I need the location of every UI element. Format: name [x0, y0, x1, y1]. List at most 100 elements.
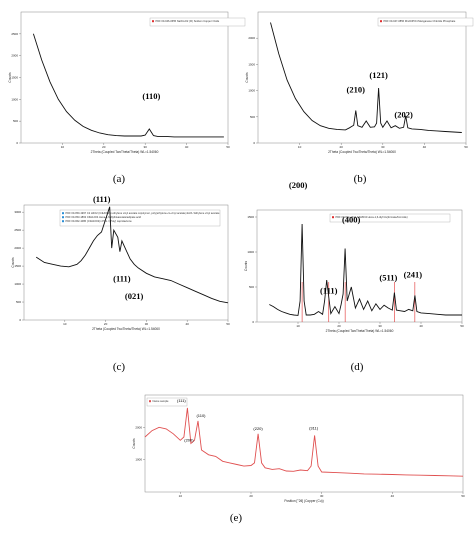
x-axis-label: Position [°2θ] (Copper (Cu)) — [284, 499, 323, 503]
x-axis-label: 2Theta (Coupled TwoTheta/Theta) WL=1.540… — [91, 150, 159, 154]
x-tick-label: 10 — [61, 145, 65, 149]
x-tick-label: 40 — [391, 494, 395, 498]
x-tick-label: 30 — [381, 145, 385, 149]
x-tick-label: 10 — [296, 324, 300, 328]
y-tick-label: 1500 — [11, 76, 18, 80]
x-axis-label: 2Theta (Coupled TwoTheta/Theta) WL=1.540… — [328, 150, 396, 154]
x-tick-label: 20 — [102, 145, 106, 149]
y-tick-label: 1000 — [14, 282, 21, 286]
chart-panel-c: 10 20 30 40 500500100015002000250030002Theta… — [11, 194, 230, 373]
peak-label: (210) — [347, 85, 366, 95]
x-tick-label: 10 — [179, 494, 183, 498]
data-series-line — [32, 33, 224, 138]
x-tick-label: 50 — [461, 494, 465, 498]
legend-box — [59, 209, 221, 227]
peak-label: (111) — [113, 274, 131, 284]
legend-box — [377, 17, 474, 27]
x-tick-label: 20 — [104, 322, 108, 326]
panel-caption: (b) — [354, 173, 367, 185]
y-tick-label: 2000 — [135, 425, 142, 429]
x-tick-label: 50 — [460, 324, 464, 328]
x-tick-label: 30 — [378, 324, 382, 328]
x-tick-label: 20 — [340, 145, 344, 149]
y-tick-label: 1500 — [247, 215, 254, 219]
y-tick-label: 500 — [250, 115, 255, 119]
x-tick-label: 40 — [419, 324, 423, 328]
plot-frame — [256, 209, 463, 323]
x-tick-label: 50 — [464, 145, 468, 149]
y-tick-label: 0 — [252, 320, 254, 324]
peak-label: (220) — [253, 426, 263, 431]
y-tick-label: 1000 — [135, 458, 142, 462]
x-tick-label: 30 — [320, 494, 324, 498]
y-tick-label: 500 — [249, 285, 254, 289]
y-tick-label: 0 — [19, 318, 21, 322]
legend-entry: PDF 00-046-0655 Na3CuO2 (III) Sodium Cop… — [156, 19, 220, 23]
legend-box — [149, 17, 246, 27]
x-tick-label: 20 — [249, 494, 253, 498]
y-tick-label: 2500 — [14, 228, 21, 232]
x-tick-label: 40 — [423, 145, 427, 149]
y-tick-label: 0 — [16, 141, 18, 145]
panel-caption: (c) — [113, 361, 126, 373]
legend-entry: PDF 00-050-1997 C2 H4O2 (C4H6O2)n ethyle… — [66, 211, 220, 215]
y-tick-label: 3000 — [14, 210, 21, 214]
data-series-line — [35, 206, 229, 304]
data-series-line — [269, 223, 462, 316]
x-tick-label: 50 — [226, 145, 230, 149]
y-axis-label: Counts — [8, 72, 12, 83]
peak-label: (241) — [404, 269, 423, 279]
legend-box — [146, 397, 188, 407]
y-tick-label: 500 — [13, 119, 18, 123]
x-tick-label: 30 — [145, 322, 149, 326]
y-tick-label: 2000 — [248, 36, 255, 40]
legend-marker — [62, 212, 64, 215]
peak-label: (200) — [184, 438, 194, 443]
x-tick-label: 40 — [186, 322, 190, 326]
y-axis-label: Counts — [244, 261, 248, 272]
peak-label: (200) — [289, 180, 308, 190]
legend-marker — [152, 20, 154, 23]
y-tick-label: 1000 — [248, 89, 255, 93]
x-axis-label: 2Theta (Coupled TwoTheta/Theta) WL=1.540… — [92, 327, 160, 331]
peak-label: (311) — [309, 425, 319, 430]
peak-label: (111) — [320, 286, 338, 296]
peak-label: (111) — [93, 194, 111, 204]
y-tick-label: 1500 — [248, 62, 255, 66]
data-series-line — [270, 22, 462, 133]
legend-entry: PDF 00-064-1313 C4H8O4 Hexa-1,6-diyl bis… — [336, 215, 408, 219]
y-tick-label: 2500 — [11, 32, 18, 36]
y-axis-label: Counts — [245, 72, 249, 83]
panel-caption: (e) — [230, 512, 243, 524]
peak-label: (121) — [369, 70, 388, 80]
x-tick-label: 40 — [185, 145, 189, 149]
x-axis-label: 2Theta (Coupled TwoTheta/Theta) WL=1.540… — [326, 329, 394, 333]
legend-entry: PDF 00-053-1863 C6H12O4 Hexa-1,6-diylbis… — [66, 215, 142, 219]
plot-frame — [144, 394, 464, 493]
y-tick-label: 1000 — [11, 97, 18, 101]
peak-label: (021) — [125, 291, 144, 301]
y-tick-label: 1000 — [247, 250, 254, 254]
y-axis-label: Counts — [11, 257, 15, 268]
legend-entry: Name sample — [153, 399, 170, 403]
legend-marker — [332, 216, 334, 219]
legend-entry: PDF 00-047-0856 Mn2ClPO4 Manganese Chlor… — [384, 19, 456, 23]
x-tick-label: 30 — [144, 145, 148, 149]
legend-marker — [62, 220, 64, 223]
x-tick-label: 20 — [337, 324, 341, 328]
y-axis-label: Counts — [132, 438, 136, 449]
chart-panel-e: 10 20 30 40 50 1000 2000 Position [°2θ] (Copper… — [132, 394, 465, 524]
peak-label: (400) — [342, 215, 361, 225]
peak-label: (111) — [177, 398, 186, 403]
plot-frame — [257, 11, 467, 144]
peak-label: (511) — [379, 273, 397, 283]
legend-marker — [62, 216, 64, 219]
data-series-line — [144, 407, 464, 477]
x-tick-label: 10 — [298, 145, 302, 149]
legend-marker — [380, 20, 382, 23]
x-tick-label: 10 — [63, 322, 67, 326]
